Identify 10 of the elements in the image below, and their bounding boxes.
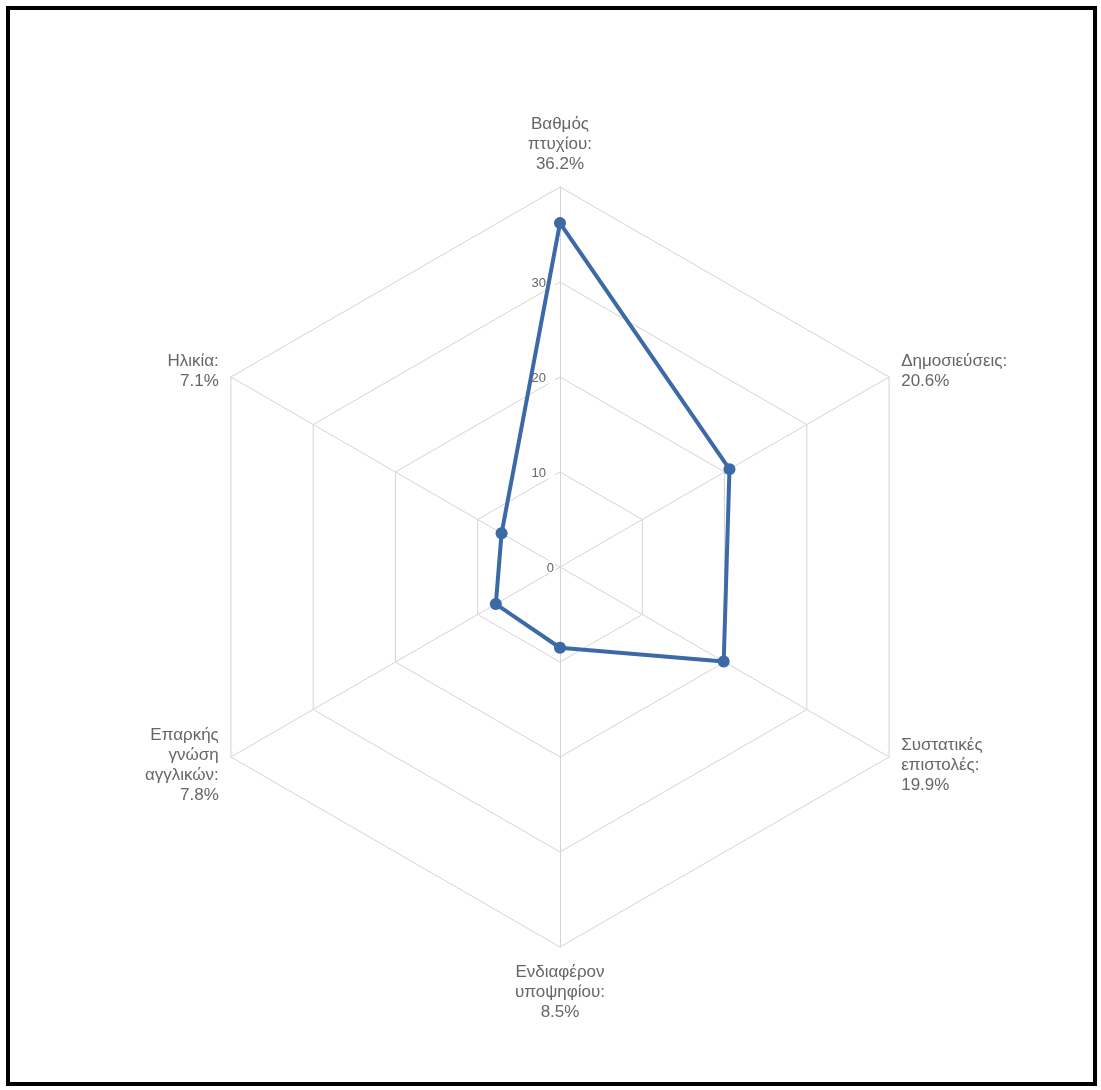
y-tick-label: 0	[546, 559, 554, 575]
spoke-label: Ενδιαφέρον υποψηφίου: 8.5%	[514, 961, 606, 1021]
spoke-label: Δημοσιεύσεις: 20.6%	[901, 350, 1008, 390]
y-tick-label: 10	[531, 464, 546, 480]
spoke-label: Βαθμός πτυχίου: 36.2%	[528, 113, 592, 173]
y-tick-label: 20	[531, 369, 546, 385]
spoke-label: Επαρκής γνώση αγγλικών: 7.8%	[144, 724, 219, 804]
y-tick-label: 30	[531, 274, 546, 290]
spoke-label: Ηλικία: 7.1%	[167, 350, 219, 390]
spoke-label: Συστατικές επιστολές: 19.9%	[901, 734, 983, 794]
